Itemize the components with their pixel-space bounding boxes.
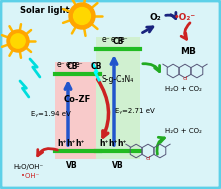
Text: CB: CB bbox=[66, 62, 78, 71]
Text: CB: CB bbox=[90, 62, 102, 71]
Circle shape bbox=[11, 34, 25, 48]
Text: h⁺: h⁺ bbox=[75, 139, 85, 148]
Text: cl: cl bbox=[182, 75, 188, 81]
Text: e⁻: e⁻ bbox=[102, 35, 110, 44]
Text: e⁻: e⁻ bbox=[75, 60, 83, 69]
Text: h⁺: h⁺ bbox=[99, 139, 109, 148]
Text: Eᵧ=2.71 eV: Eᵧ=2.71 eV bbox=[115, 108, 155, 114]
Text: Eᵧ=1.94 eV: Eᵧ=1.94 eV bbox=[31, 111, 71, 117]
Text: MB: MB bbox=[180, 46, 196, 56]
Text: •O₂⁻: •O₂⁻ bbox=[174, 12, 196, 22]
Text: H₂O + CO₂: H₂O + CO₂ bbox=[165, 86, 201, 92]
Text: e⁻: e⁻ bbox=[120, 35, 128, 44]
Bar bbox=[96, 37, 140, 159]
Text: H₂O + CO₂: H₂O + CO₂ bbox=[165, 128, 201, 134]
Circle shape bbox=[74, 8, 90, 24]
Bar bbox=[55, 62, 100, 159]
Text: •OH⁻: •OH⁻ bbox=[21, 173, 39, 179]
Text: e⁻: e⁻ bbox=[111, 35, 119, 44]
Text: VB: VB bbox=[112, 161, 124, 170]
Circle shape bbox=[69, 3, 95, 29]
Text: h⁺: h⁺ bbox=[57, 139, 67, 148]
Text: Solar light: Solar light bbox=[20, 6, 70, 15]
Text: Co-ZF: Co-ZF bbox=[63, 94, 91, 104]
Text: h⁺: h⁺ bbox=[108, 139, 118, 148]
Text: O₂: O₂ bbox=[149, 12, 161, 22]
Text: VB: VB bbox=[66, 161, 78, 170]
Text: h⁺: h⁺ bbox=[117, 139, 127, 148]
Circle shape bbox=[7, 30, 29, 52]
Text: H₂O/OH⁻: H₂O/OH⁻ bbox=[13, 164, 43, 170]
Text: CB: CB bbox=[112, 37, 124, 46]
Text: cl: cl bbox=[145, 156, 151, 160]
Text: e⁻: e⁻ bbox=[66, 60, 74, 69]
Text: h⁺: h⁺ bbox=[66, 139, 76, 148]
Text: S-g-C₃N₄: S-g-C₃N₄ bbox=[102, 74, 134, 84]
Text: e⁻: e⁻ bbox=[57, 60, 65, 69]
